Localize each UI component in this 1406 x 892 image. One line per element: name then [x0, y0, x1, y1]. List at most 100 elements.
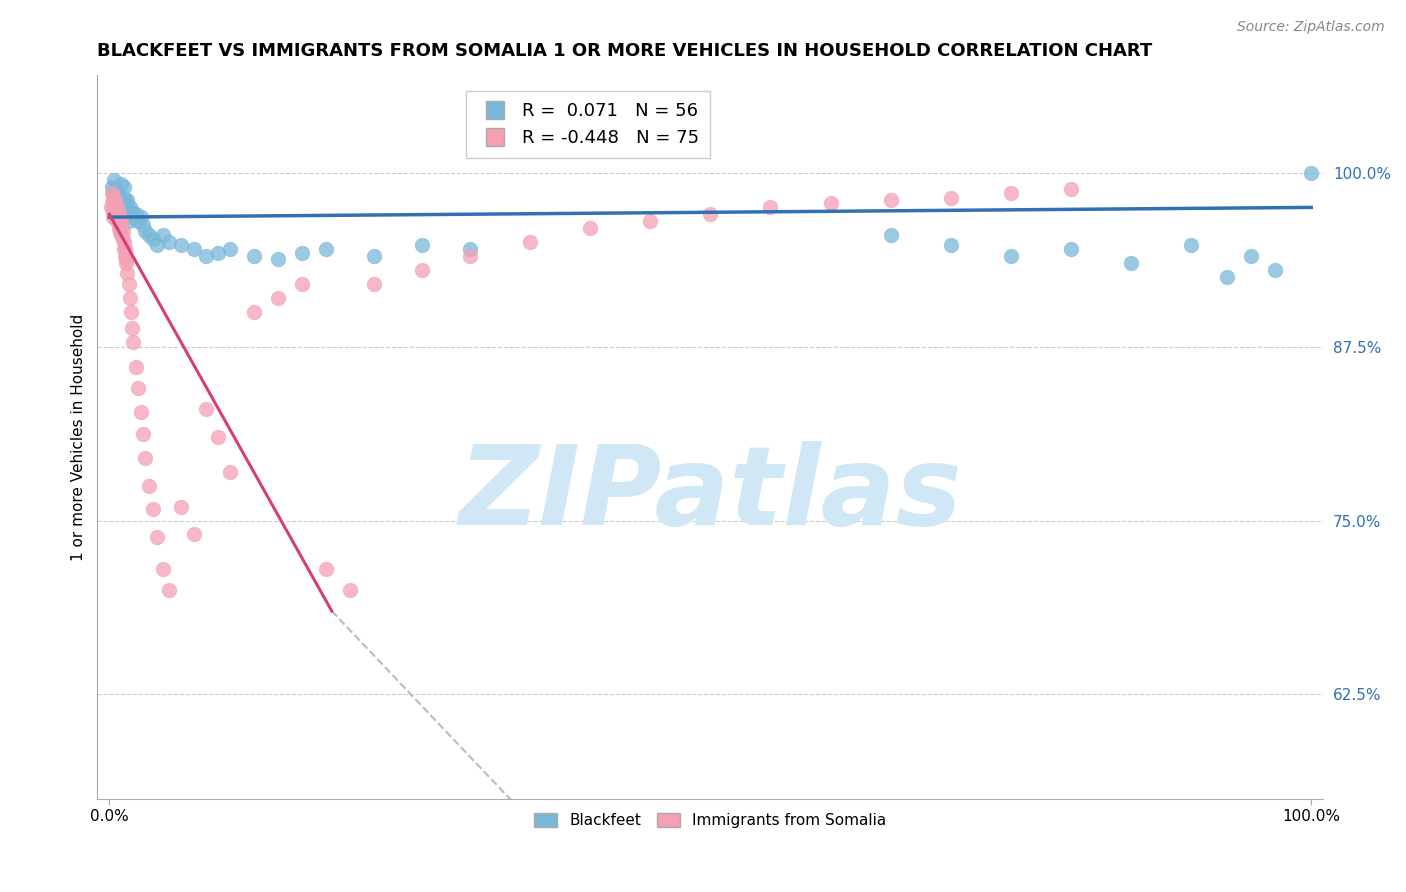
Point — [121, 321, 143, 335]
Y-axis label: 1 or more Vehicles in Household: 1 or more Vehicles in Household — [72, 313, 86, 561]
Point — [121, 204, 143, 219]
Point — [114, 201, 136, 215]
Point — [1180, 238, 1202, 252]
Point — [266, 252, 288, 266]
Point — [207, 430, 229, 444]
Text: BLACKFEET VS IMMIGRANTS FROM SOMALIA 1 OR MORE VEHICLES IN HOUSEHOLD CORRELATION: BLACKFEET VS IMMIGRANTS FROM SOMALIA 1 O… — [97, 42, 1153, 60]
Point — [125, 360, 148, 375]
Point — [117, 266, 139, 280]
Point — [111, 207, 134, 221]
Point — [1119, 256, 1142, 270]
Point — [183, 527, 205, 541]
Point — [1060, 242, 1083, 256]
Point — [101, 204, 124, 219]
Point — [108, 219, 131, 233]
Point — [117, 204, 139, 219]
Point — [104, 194, 127, 208]
Point — [105, 201, 128, 215]
Point — [104, 204, 127, 219]
Point — [291, 246, 314, 260]
Point — [100, 186, 122, 201]
Point — [266, 291, 288, 305]
Point — [105, 201, 128, 215]
Point — [117, 277, 139, 291]
Point — [114, 249, 136, 263]
Point — [939, 238, 962, 252]
Point — [458, 242, 481, 256]
Point — [146, 238, 169, 252]
Point — [104, 201, 127, 215]
Point — [114, 242, 136, 256]
Point — [115, 256, 138, 270]
Point — [519, 235, 541, 250]
Point — [218, 242, 240, 256]
Point — [170, 500, 193, 514]
Point — [103, 207, 125, 221]
Point — [105, 207, 128, 221]
Point — [111, 232, 134, 246]
Point — [114, 210, 136, 224]
Point — [132, 427, 155, 442]
Point — [159, 583, 181, 598]
Point — [108, 191, 131, 205]
Point — [132, 219, 155, 233]
Point — [103, 172, 125, 186]
Point — [138, 228, 160, 243]
Point — [242, 249, 264, 263]
Point — [104, 182, 127, 196]
Point — [363, 249, 385, 263]
Point — [108, 224, 131, 238]
Point — [112, 191, 135, 205]
Point — [108, 201, 131, 215]
Point — [879, 228, 901, 243]
Point — [107, 214, 129, 228]
Point — [1060, 182, 1083, 196]
Point — [218, 465, 240, 479]
Point — [112, 242, 135, 256]
Point — [458, 249, 481, 263]
Point — [138, 479, 160, 493]
Point — [183, 242, 205, 256]
Point — [101, 210, 124, 224]
Point — [104, 210, 127, 224]
Point — [207, 246, 229, 260]
Point — [120, 305, 142, 319]
Point — [112, 235, 135, 250]
Point — [100, 179, 122, 194]
Point — [146, 530, 169, 544]
Point — [107, 210, 129, 224]
Point — [100, 196, 122, 211]
Point — [699, 207, 721, 221]
Point — [820, 196, 842, 211]
Point — [134, 450, 156, 465]
Point — [120, 207, 142, 221]
Point — [1264, 263, 1286, 277]
Point — [242, 305, 264, 319]
Point — [115, 252, 138, 266]
Point — [108, 210, 131, 224]
Point — [1000, 186, 1022, 201]
Point — [115, 196, 138, 211]
Point — [110, 221, 132, 235]
Point — [103, 191, 125, 205]
Point — [291, 277, 314, 291]
Point — [759, 201, 782, 215]
Point — [104, 194, 127, 208]
Point — [125, 207, 148, 221]
Point — [152, 228, 174, 243]
Point — [194, 402, 217, 417]
Point — [1301, 166, 1323, 180]
Point — [315, 562, 337, 576]
Point — [110, 228, 132, 243]
Point — [117, 214, 139, 228]
Point — [107, 204, 129, 219]
Point — [129, 405, 152, 419]
Point — [108, 214, 131, 228]
Point — [127, 381, 149, 395]
Point — [110, 214, 132, 228]
Point — [411, 238, 433, 252]
Point — [122, 335, 145, 350]
Point — [411, 263, 433, 277]
Text: Source: ZipAtlas.com: Source: ZipAtlas.com — [1237, 20, 1385, 34]
Legend: Blackfeet, Immigrants from Somalia: Blackfeet, Immigrants from Somalia — [529, 807, 893, 835]
